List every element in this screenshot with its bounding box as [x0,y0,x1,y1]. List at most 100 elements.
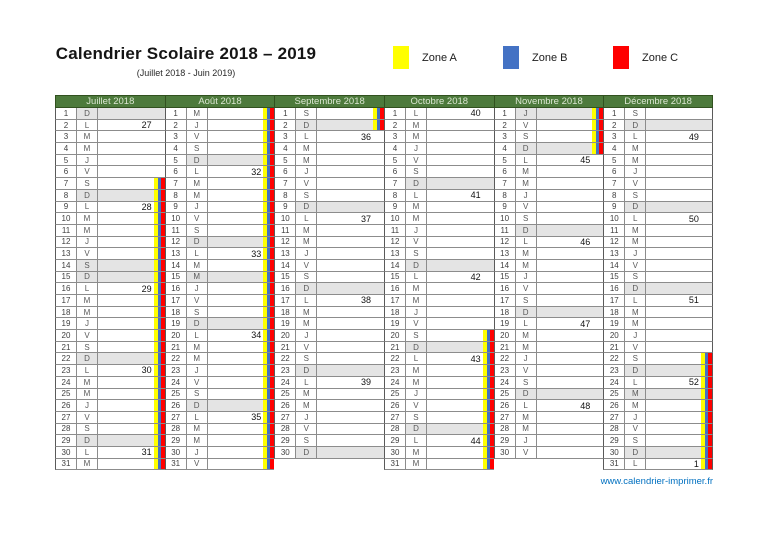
zone-a-stripe [263,318,268,330]
day-content-cell [645,318,713,331]
zone-c-stripe [160,201,165,213]
zone-a-stripe [153,201,158,213]
day-number-cell: 14 [383,259,405,272]
day-number-cell: 1 [164,108,186,120]
day-row: 19 L 47 [493,318,604,331]
day-letter-cell: J [514,189,536,202]
day-content-cell: 45 [535,154,604,167]
zone-c-stripe [489,435,494,446]
day-content-cell [425,341,494,354]
day-number-cell: 14 [55,259,76,272]
day-letter-cell: V [514,119,536,132]
zone-c-stripe [270,423,275,435]
day-number-cell: 21 [383,341,405,354]
day-letter-cell: S [185,224,207,237]
day-content-cell [206,318,275,331]
vacation-stripes [263,166,275,178]
zone-c-stripe [160,353,165,365]
day-letter-cell: D [295,446,317,459]
day-letter-cell: D [185,154,207,167]
zone-c-stripe [160,365,165,376]
day-letter-cell: M [624,306,646,319]
day-letter-cell: V [295,259,317,272]
month-column: Décembre 2018 1 S 2 D 3 L 49 4 M 5 M 6 J 7 V 8 S 9 D 10 L 50 11… [603,95,713,471]
zone-c-stripe [160,213,165,224]
day-content-cell [425,411,494,424]
day-content-cell: 41 [425,189,494,202]
day-number-cell: 27 [55,411,76,424]
day-number-cell: 11 [603,224,625,237]
day-letter-cell: M [295,318,317,331]
zone-c-stripe [489,446,494,458]
zone-c-stripe [160,259,165,271]
day-number-cell: 2 [383,119,405,132]
day-number-cell: 29 [274,435,296,447]
week-number: 52 [688,377,699,388]
day-row: 28 D [383,423,494,436]
vacation-stripes [153,189,165,201]
day-number-cell: 6 [383,166,405,179]
footer-website-link[interactable]: www.calendrier-imprimer.fr [600,476,713,487]
day-number-cell: 8 [164,189,186,202]
day-letter-cell: L [514,400,536,412]
vacation-stripes [482,458,494,470]
day-letter-cell: J [76,400,97,412]
zone-a-stripe [153,236,158,248]
vacation-stripes [153,388,165,400]
day-content-cell [316,271,384,284]
day-row: 3 L 49 [603,131,713,144]
day-letter-cell: M [185,189,207,202]
day-number-cell: 6 [274,166,296,179]
day-letter-cell: M [624,318,646,331]
vacation-stripes [263,259,275,271]
day-row: 30 V [493,446,604,459]
day-content-cell [645,435,713,447]
day-content-cell [425,178,494,190]
day-letter-cell: M [76,458,97,471]
zone-b-stripe [157,271,161,283]
day-content-cell [645,166,713,179]
day-content-cell [425,446,494,459]
day-row: 20 S [383,330,494,342]
day-content-cell [535,108,604,120]
zone-b-stripe [596,143,600,154]
week-number: 48 [580,400,591,411]
zone-b-stripe [267,458,271,470]
day-content-cell: 1 [645,458,713,471]
day-number-cell: 14 [603,259,625,272]
day-content-cell [206,131,275,144]
zone-a-stripe [700,400,705,411]
day-content-cell [535,295,604,307]
day-number-cell: 10 [55,213,76,225]
day-letter-cell: S [624,108,646,120]
zone-a-stripe [482,353,487,365]
zone-c-stripe [489,353,494,365]
day-content-cell [206,423,275,436]
day-number-cell: 10 [603,213,625,225]
zone-a-stripe [263,213,268,224]
day-row: 29 S [603,435,713,447]
day-row: 22 M [164,353,275,366]
day-number-cell: 18 [55,306,76,319]
zone-c-stripe [160,306,165,318]
day-row: 30 L 31 [55,446,165,459]
day-number-cell: 24 [164,376,186,389]
week-number: 42 [470,271,481,282]
month-column: Octobre 2018 1 L 40 2 M 3 M 4 J 5 V 6 S 7 D 8 L 41 9 M 10 M 11 J… [383,95,494,471]
zone-b-stripe [486,458,490,470]
day-content-cell [97,388,165,401]
zone-c-label: Zone C [642,51,679,64]
zone-a-stripe [263,248,268,259]
vacation-stripes [263,423,275,435]
day-row: 31 V [164,458,275,471]
day-content-cell: 33 [206,248,275,260]
day-letter-cell: L [624,295,646,307]
day-row: 19 D [164,318,275,331]
day-number-cell: 18 [603,306,625,319]
zone-c-stripe [270,236,275,248]
day-number-cell: 11 [493,224,515,237]
day-content-cell: 37 [316,213,384,225]
